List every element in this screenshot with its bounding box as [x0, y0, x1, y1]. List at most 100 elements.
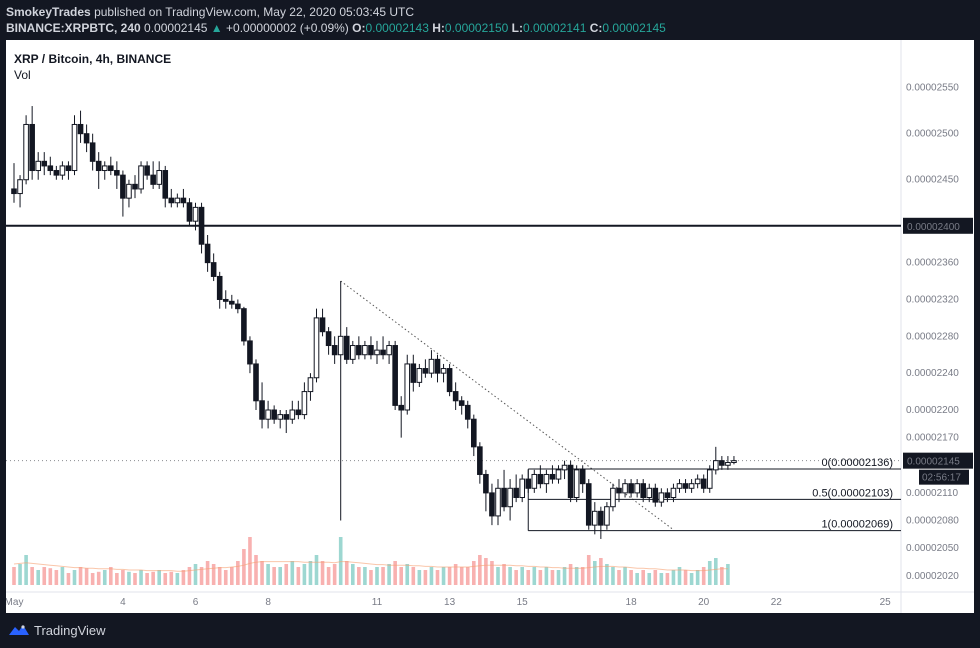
candle-body	[114, 170, 120, 176]
x-tick-label: 8	[265, 597, 271, 608]
volume-legend[interactable]: Vol	[14, 68, 31, 82]
candle-body	[616, 487, 622, 494]
volume-bar	[435, 570, 440, 585]
volume-bar	[689, 573, 694, 585]
candle-body	[216, 275, 223, 300]
volume-bar	[490, 561, 494, 585]
low-value: 0.00002141	[522, 21, 587, 35]
volume-bar	[199, 567, 204, 585]
candle-body	[483, 473, 489, 494]
candle-body	[301, 391, 308, 416]
candle-body	[658, 492, 665, 503]
volume-bar	[447, 567, 452, 585]
volume-bar	[484, 558, 488, 585]
candle-body	[53, 170, 60, 176]
y-tick-label: 0.00002450	[906, 175, 959, 186]
volume-bar	[617, 570, 621, 585]
volume-bar	[36, 570, 40, 585]
volume-bar	[223, 570, 228, 585]
candle-body	[652, 487, 659, 503]
volume-bar	[714, 558, 718, 585]
volume-bar	[338, 537, 343, 585]
volume-bar	[574, 567, 579, 585]
chart-pane[interactable]: 0.00002550 0.00002500 0.00002450 0.00002400…	[6, 40, 974, 613]
candle-body	[700, 478, 707, 489]
candle-body	[65, 165, 72, 172]
x-tick-label: 20	[698, 597, 710, 608]
volume-bar	[163, 573, 168, 585]
y-tick-label: 0.00002170	[906, 433, 959, 444]
volume-bar	[568, 564, 573, 585]
high-value: 0.00002150	[444, 21, 509, 35]
candle-body	[186, 202, 193, 222]
current-price-tag	[903, 452, 973, 469]
candle-body	[350, 345, 356, 360]
candle-body	[132, 183, 138, 190]
volume-bar	[720, 567, 724, 585]
candle-body	[277, 414, 283, 420]
volume-bar	[151, 571, 155, 585]
candle-body	[319, 317, 326, 333]
volume-bar	[605, 564, 609, 585]
candle-body	[362, 345, 368, 356]
volume-bar	[66, 573, 71, 585]
volume-bar	[375, 567, 379, 585]
candle-body	[138, 165, 144, 190]
volume-bar	[538, 570, 543, 585]
volume-bar	[701, 567, 706, 585]
close-value: 0.00002145	[602, 21, 666, 35]
candle-body	[561, 464, 568, 471]
volume-bar	[629, 570, 633, 585]
candle-body	[634, 483, 640, 494]
candle-body	[126, 183, 132, 199]
candle-body	[89, 142, 96, 162]
volume-bar	[205, 561, 210, 585]
volume-bar	[357, 567, 361, 585]
high-label: H:	[432, 21, 445, 35]
candle-body	[434, 358, 441, 374]
candle-body	[628, 483, 634, 494]
countdown-label: 02:56:17	[922, 473, 961, 484]
candle-body	[694, 478, 701, 485]
volume-bar	[344, 561, 349, 585]
candle-body	[180, 197, 187, 204]
candle-body	[537, 473, 544, 485]
candle-body	[458, 400, 465, 406]
candle-body	[77, 123, 84, 135]
candle-body	[204, 243, 211, 264]
volume-bar	[611, 567, 615, 585]
volume-bar	[84, 568, 89, 585]
candle-body	[229, 300, 235, 305]
tradingview-logo-icon[interactable]	[8, 623, 30, 637]
candle-body	[41, 160, 48, 167]
candle-body	[719, 460, 725, 466]
candle-body	[283, 414, 290, 420]
chart-title[interactable]: XRP / Bitcoin, 4h, BINANCE	[14, 52, 172, 66]
candle-body	[174, 197, 181, 204]
candlestick-chart[interactable]: 0.00002550 0.00002500 0.00002450 0.00002400…	[6, 40, 974, 613]
y-tick-label: 0.00002050	[906, 543, 959, 554]
volume-bar	[302, 564, 307, 585]
volume-bar	[320, 561, 325, 585]
candle-body	[253, 363, 259, 402]
volume-bar	[278, 567, 282, 585]
candle-body	[210, 262, 217, 277]
candle-body	[622, 483, 628, 494]
candle-body	[422, 368, 429, 374]
symbol-name[interactable]: BINANCE:XRPBTC, 240	[6, 21, 141, 35]
candle-body	[610, 487, 616, 508]
volume-bar	[665, 573, 670, 585]
candle-body	[235, 303, 241, 310]
candle-body	[513, 487, 519, 498]
brand-name[interactable]: TradingView	[34, 623, 106, 638]
volume-bar	[314, 555, 319, 585]
volume-bar	[695, 570, 700, 585]
volume-bar	[496, 567, 500, 585]
y-tick-label: 0.00002020	[906, 571, 959, 582]
author-name[interactable]: SmokeyTrades	[6, 5, 91, 19]
volume-bar	[332, 564, 337, 585]
candle-body	[567, 464, 574, 498]
volume-bar	[254, 555, 258, 585]
candle-body	[71, 123, 78, 172]
volume-moving-average	[13, 561, 728, 572]
